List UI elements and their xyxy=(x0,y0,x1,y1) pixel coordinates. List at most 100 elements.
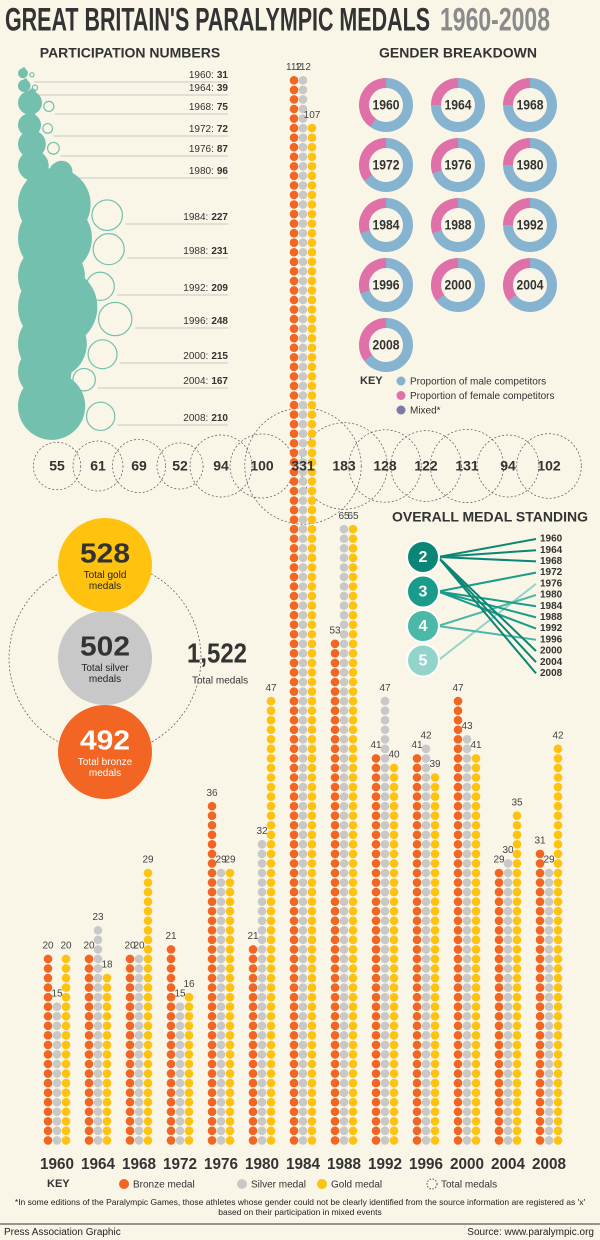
medal-dot xyxy=(453,1136,463,1145)
participation-value: 167 xyxy=(211,376,228,387)
medal-dot xyxy=(61,1088,71,1097)
medal-dot xyxy=(184,1050,194,1059)
medal-dot xyxy=(512,983,522,992)
medal-dot xyxy=(257,1031,267,1040)
medal-dot xyxy=(371,906,381,916)
medal-dot xyxy=(389,983,399,992)
figure-head xyxy=(50,160,73,183)
medal-dot xyxy=(125,1050,135,1059)
medal-dot xyxy=(503,859,513,868)
medal-dot xyxy=(298,200,308,209)
participation-label: 1960: 31 xyxy=(189,70,229,81)
medal-dot xyxy=(430,1097,440,1107)
medal-dot xyxy=(512,897,522,906)
medal-dot xyxy=(298,610,308,620)
medal-dot xyxy=(412,792,422,801)
medal-dot xyxy=(389,878,399,887)
medal-dot xyxy=(348,582,358,591)
medal-dot xyxy=(503,1107,513,1117)
medal-dot xyxy=(503,878,513,887)
medal-dot xyxy=(298,754,308,763)
rank-badge xyxy=(406,574,440,609)
medal-dot xyxy=(84,964,94,973)
medal-dot xyxy=(216,868,226,878)
medal-dot xyxy=(471,992,481,1002)
medal-dot xyxy=(307,840,317,849)
medal-dot xyxy=(307,983,317,992)
figure-head xyxy=(48,236,69,257)
medal-dot xyxy=(389,849,399,859)
medal-dot xyxy=(412,1136,422,1145)
gender-heading: GENDER BREAKDOWN xyxy=(379,45,537,61)
medal-dot xyxy=(125,1011,135,1021)
medal-dot xyxy=(544,1059,554,1069)
participation-label: 2008: 210 xyxy=(183,413,228,424)
medal-dot xyxy=(207,820,217,830)
value-label: 29 xyxy=(215,855,227,866)
medal-dot xyxy=(207,1002,217,1011)
medal-dot xyxy=(471,763,481,773)
medal-dot xyxy=(266,820,276,830)
participation-value: 72 xyxy=(217,124,229,135)
medal-dot xyxy=(257,964,267,973)
medal-dot xyxy=(535,1011,545,1021)
medal-dot xyxy=(52,1069,62,1078)
participation-value: 215 xyxy=(211,351,228,362)
medal-dot xyxy=(307,887,317,897)
medal-dot xyxy=(348,687,358,696)
medal-dot xyxy=(430,773,440,782)
medal-dot xyxy=(289,1107,299,1117)
medal-dot xyxy=(289,429,299,439)
medal-dot xyxy=(43,1117,53,1126)
medal-dot xyxy=(43,1107,53,1117)
medal-dot xyxy=(134,1050,144,1059)
medal-dot xyxy=(389,916,399,926)
medal-dot xyxy=(348,572,358,582)
x-tick-label: 1968 xyxy=(122,1156,156,1173)
medal-dot xyxy=(512,1078,522,1088)
medal-dot xyxy=(84,1040,94,1050)
medal-dot xyxy=(462,792,472,801)
medal-dot xyxy=(93,1050,103,1059)
medal-dot xyxy=(216,1050,226,1059)
medal-column xyxy=(412,754,422,1145)
medal-dot xyxy=(471,773,481,782)
medal-dot xyxy=(298,486,308,496)
medal-dot xyxy=(348,1021,358,1031)
standing-link xyxy=(437,556,537,563)
medal-dot xyxy=(298,629,308,639)
medal-dot xyxy=(207,992,217,1002)
medal-dot xyxy=(412,859,422,868)
medal-dot xyxy=(339,677,349,687)
medal-dot xyxy=(184,1059,194,1069)
medal-dot xyxy=(494,906,504,916)
medal-dot xyxy=(348,715,358,725)
medal-dot xyxy=(512,1021,522,1031)
medal-dot xyxy=(298,849,308,859)
medal-dot xyxy=(289,677,299,687)
figure-head xyxy=(42,339,59,356)
medal-dot xyxy=(216,906,226,916)
medal-dot xyxy=(52,1011,62,1021)
medal-dot xyxy=(298,305,308,314)
medal-dot xyxy=(207,830,217,840)
medal-dot xyxy=(330,840,340,849)
medal-dot xyxy=(143,1040,153,1050)
medal-dot xyxy=(339,954,349,964)
medal-dot xyxy=(248,1078,258,1088)
medal-dot xyxy=(289,181,299,190)
medal-dot xyxy=(207,983,217,992)
medal-dot xyxy=(462,906,472,916)
medal-dot xyxy=(266,1050,276,1059)
medal-dot xyxy=(535,1088,545,1097)
medal-dot xyxy=(512,840,522,849)
title: GREAT BRITAIN'S PARALYMPIC MEDALS xyxy=(5,1,430,37)
medal-dot xyxy=(535,1107,545,1117)
medal-dot xyxy=(166,945,176,954)
medal-dot xyxy=(348,820,358,830)
medal-dot xyxy=(339,544,349,553)
figure-wheel xyxy=(43,100,55,113)
medal-dot xyxy=(225,1002,235,1011)
standing-link xyxy=(437,590,537,608)
medal-dot xyxy=(553,744,563,754)
